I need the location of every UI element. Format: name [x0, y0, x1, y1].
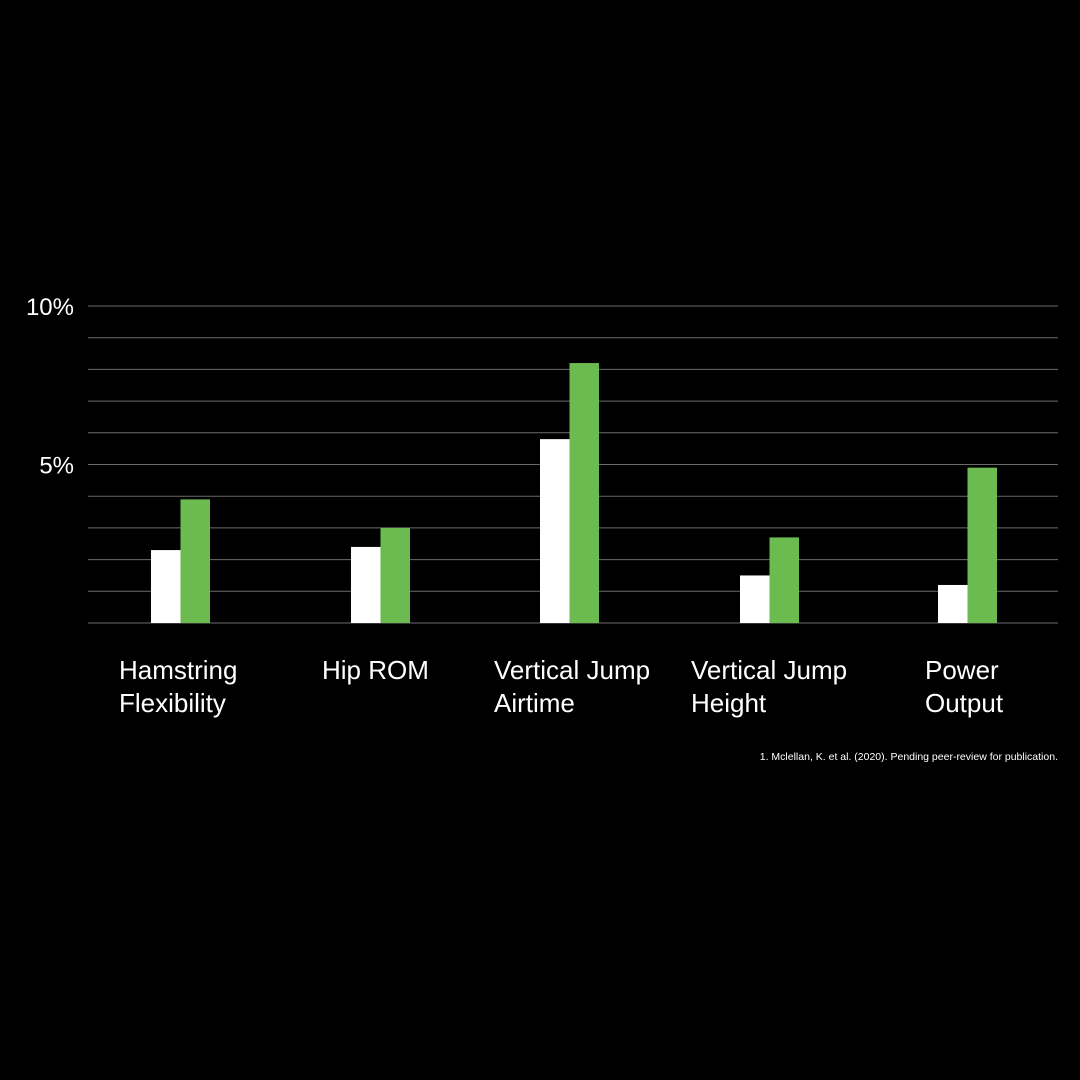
citation-footnote: 1. Mclellan, K. et al. (2020). Pending p… [759, 751, 1058, 763]
category-label: Hip ROM [322, 655, 429, 685]
category-label-line: Output [925, 688, 1004, 718]
bar-first-series [740, 575, 770, 623]
bar-second-series [967, 467, 997, 623]
y-axis-ticks: 10% 5% [26, 294, 74, 480]
y-tick-label: 10% [26, 294, 74, 321]
bar-second-series [180, 499, 210, 623]
category-label-line: Power [925, 655, 999, 685]
bar-first-series [151, 550, 181, 623]
category-label-line: Airtime [494, 688, 575, 718]
category-label-line: Flexibility [119, 688, 226, 718]
bar-first-series [540, 439, 570, 623]
category-label: Vertical Jump Airtime [494, 655, 650, 718]
category-label-line: Vertical Jump [691, 655, 847, 685]
category-label: Hamstring Flexibility [119, 655, 237, 718]
bar-second-series [769, 537, 799, 623]
category-label: Power Output [925, 655, 1004, 718]
bar-second-series [380, 527, 410, 623]
bar-first-series [351, 546, 381, 623]
category-label-line: Vertical Jump [494, 655, 650, 685]
bars-layer [151, 363, 997, 623]
y-tick-label: 5% [39, 453, 74, 480]
x-axis-categories: Hamstring Flexibility Hip ROM Vertical Jump… [119, 655, 1004, 718]
category-label: Vertical Jump Height [691, 655, 847, 718]
category-label-line: Hip ROM [322, 655, 429, 685]
category-label-line: Hamstring [119, 655, 237, 685]
bar-second-series [569, 363, 599, 623]
category-label-line: Height [691, 688, 767, 718]
bar-first-series [938, 584, 968, 623]
